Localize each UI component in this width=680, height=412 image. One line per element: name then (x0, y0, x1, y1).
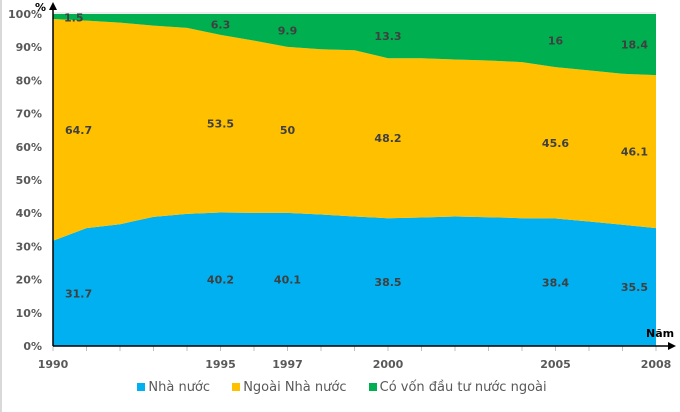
data-label: 40.2 (207, 273, 234, 286)
y-tick-label: 70% (16, 108, 42, 121)
x-tick-label: 1997 (272, 358, 303, 371)
legend-item-ngoai-nha-nuoc: Ngoài Nhà nước (232, 380, 346, 395)
data-label: 35.5 (621, 281, 648, 294)
data-label: 31.7 (65, 287, 92, 300)
y-tick-label: 60% (16, 141, 42, 154)
legend-item-co-von-dau-tu-nuoc-ngoai: Có vốn đầu tư nước ngoài (368, 380, 547, 395)
legend-swatch (137, 382, 146, 391)
areas-layer (53, 12, 656, 346)
y-tick-label: 40% (16, 207, 42, 220)
area-series-0 (53, 212, 656, 346)
x-tick-label: 2008 (641, 358, 672, 371)
legend-swatch (232, 382, 241, 391)
data-label: 64.7 (65, 124, 92, 137)
legend: Nhà nước Ngoài Nhà nước Có vốn đầu tư nư… (2, 380, 680, 395)
y-tick-label: 30% (16, 240, 42, 253)
y-tick-label: 80% (16, 74, 42, 87)
chart: 0%10%20%30%40%50%60%70%80%90%100% 1990 19… (8, 1, 676, 371)
y-tick-label: 20% (16, 274, 42, 287)
y-tick-label: 10% (16, 307, 42, 320)
x-tick-label: 1990 (38, 358, 69, 371)
data-label: 38.5 (374, 276, 401, 289)
data-label: 53.5 (207, 118, 234, 131)
x-axis-arrow-icon (668, 342, 676, 350)
data-label: 1.5 (64, 11, 84, 24)
data-label: 6.3 (211, 18, 231, 31)
data-label: 18.4 (621, 39, 648, 52)
data-label: 40.1 (274, 273, 301, 286)
y-tick-label: 0% (23, 340, 42, 353)
data-label: 48.2 (374, 132, 401, 145)
data-label: 46.1 (621, 146, 648, 159)
data-label: 38.4 (542, 276, 569, 289)
y-axis-tick-labels: 0% 10% 20% 30% 40% 50% 60% 70% 80% 90% 100% (8, 8, 42, 353)
y-axis-label: % (35, 1, 46, 14)
x-axis-label: Năm (646, 327, 674, 340)
data-label: 16 (548, 35, 564, 48)
x-tick-label: 2000 (373, 358, 404, 371)
data-label: 9.9 (278, 24, 298, 37)
x-tick-label: 2005 (540, 358, 571, 371)
data-label: 50 (280, 124, 296, 137)
y-tick-label: 50% (16, 174, 42, 187)
y-axis-arrow-icon (49, 2, 57, 10)
y-tick-label: 100% (8, 8, 42, 21)
data-labels: 31.7 40.2 40.1 38.5 38.4 35.5 64.7 53.5 50 48.2 45… (64, 11, 648, 300)
legend-swatch (368, 382, 377, 391)
legend-item-nha-nuoc: Nhà nước (137, 380, 210, 395)
x-axis-tick-labels: 1990 1995 1997 2000 2005 2008 (38, 358, 672, 371)
x-tick-label: 1995 (205, 358, 236, 371)
legend-label: Ngoài Nhà nước (243, 380, 347, 395)
legend-label: Nhà nước (148, 380, 211, 395)
x-axis-ticks (52, 346, 657, 351)
area-series-1 (53, 19, 656, 241)
y-tick-label: 90% (16, 41, 42, 54)
data-label: 13.3 (374, 30, 401, 43)
area-series-2 (53, 14, 656, 76)
legend-label: Có vốn đầu tư nước ngoài (379, 380, 547, 395)
data-label: 45.6 (542, 137, 569, 150)
